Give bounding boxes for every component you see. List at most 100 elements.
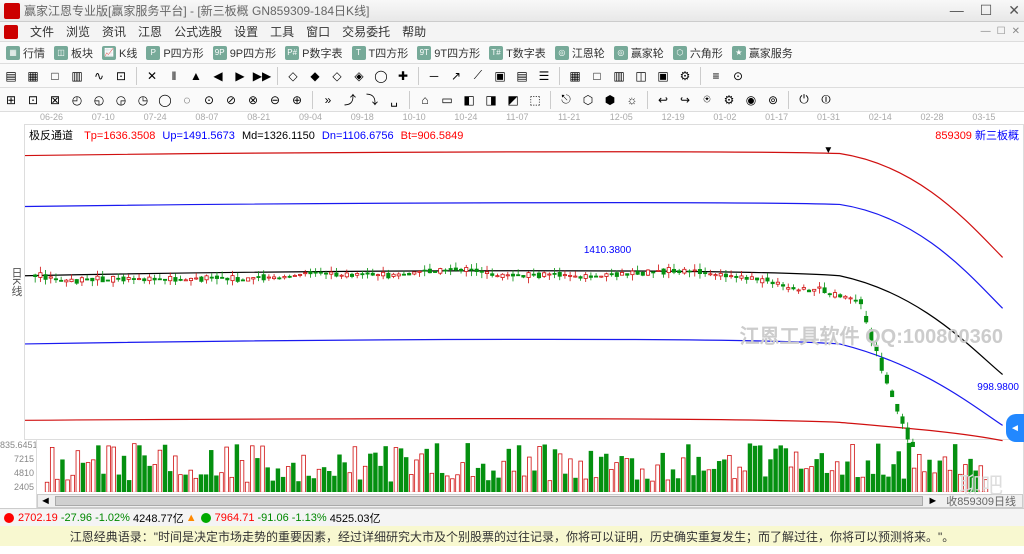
tb2-btn-23[interactable]: ◨ (482, 91, 500, 109)
tb1-btn-11[interactable]: ▶▶ (253, 67, 271, 85)
tab-8[interactable]: T#T数字表 (483, 45, 549, 61)
tb1-btn-9[interactable]: ◀ (209, 67, 227, 85)
tb2-btn-1[interactable]: ⊡ (24, 91, 42, 109)
tb2-btn-7[interactable]: ◯ (156, 91, 174, 109)
tab-10[interactable]: ◎赢家轮 (608, 45, 667, 61)
tab-9[interactable]: ◎江恩轮 (549, 45, 608, 61)
tb1-btn-19[interactable]: ↗ (447, 67, 465, 85)
menu-gann[interactable]: 江恩 (132, 23, 168, 40)
tb2-btn-30[interactable]: ☼ (623, 91, 641, 109)
tb1-btn-5[interactable]: ⊡ (112, 67, 130, 85)
tb1-btn-0[interactable]: ▤ (2, 67, 20, 85)
scroll-right-icon[interactable]: ► (925, 495, 940, 507)
scroll-thumb[interactable] (55, 496, 924, 506)
tb1-btn-25[interactable]: □ (588, 67, 606, 85)
minimize-button[interactable]: — (950, 2, 964, 19)
tb2-btn-29[interactable]: ⬢ (601, 91, 619, 109)
tb2-btn-9[interactable]: ⊙ (200, 91, 218, 109)
menu-help[interactable]: 帮助 (396, 23, 432, 40)
tb1-btn-8[interactable]: ▲ (187, 67, 205, 85)
scroll-left-icon[interactable]: ◄ (38, 495, 53, 507)
tb1-btn-21[interactable]: ▣ (491, 67, 509, 85)
tb1-btn-1[interactable]: ▦ (24, 67, 42, 85)
tb2-btn-2[interactable]: ⊠ (46, 91, 64, 109)
tb2-btn-35[interactable]: ⚙ (720, 91, 738, 109)
tb2-btn-25[interactable]: ⬚ (526, 91, 544, 109)
horizontal-scrollbar[interactable]: ◄ ► 收859309日线 (37, 494, 1023, 508)
tb2-btn-24[interactable]: ◩ (504, 91, 522, 109)
tb2-btn-5[interactable]: ◶ (112, 91, 130, 109)
chart-main[interactable]: 极反通道 Tp=1636.3508 Up=1491.5673 Md=1326.1… (24, 124, 1024, 440)
tb2-btn-0[interactable]: ⊞ (2, 91, 20, 109)
tab-11[interactable]: ⬡六角形 (667, 45, 726, 61)
tb2-btn-40[interactable]: ⏼ (817, 91, 835, 109)
tb1-btn-24[interactable]: ▦ (566, 67, 584, 85)
tb1-btn-7[interactable]: ‖ (165, 67, 183, 85)
side-expand-button[interactable]: ◄ (1006, 414, 1024, 442)
tb2-btn-28[interactable]: ⬡ (579, 91, 597, 109)
menu-trade[interactable]: 交易委托 (336, 23, 396, 40)
tb1-btn-3[interactable]: ▥ (68, 67, 86, 85)
tab-12[interactable]: ★赢家服务 (726, 45, 796, 61)
close-inner-icon[interactable]: ✕ (1012, 26, 1020, 37)
tb1-btn-15[interactable]: ◈ (350, 67, 368, 85)
tb2-btn-6[interactable]: ◷ (134, 91, 152, 109)
tb1-btn-6[interactable]: ✕ (143, 67, 161, 85)
tb1-btn-18[interactable]: ─ (425, 67, 443, 85)
tb1-btn-28[interactable]: ▣ (654, 67, 672, 85)
tab-0[interactable]: ▦行情 (0, 45, 48, 61)
tb2-btn-18[interactable]: ␣ (385, 91, 403, 109)
tab-2[interactable]: 📈K线 (96, 45, 140, 61)
tb2-btn-13[interactable]: ⊕ (288, 91, 306, 109)
tb1-btn-23[interactable]: ☰ (535, 67, 553, 85)
tb1-btn-29[interactable]: ⚙ (676, 67, 694, 85)
tb2-btn-11[interactable]: ⊗ (244, 91, 262, 109)
tb1-btn-10[interactable]: ▶ (231, 67, 249, 85)
menu-formula[interactable]: 公式选股 (168, 23, 228, 40)
tb1-btn-27[interactable]: ◫ (632, 67, 650, 85)
menu-file[interactable]: 文件 (24, 23, 60, 40)
tb1-btn-16[interactable]: ◯ (372, 67, 390, 85)
tb1-btn-26[interactable]: ▥ (610, 67, 628, 85)
tb1-btn-22[interactable]: ▤ (513, 67, 531, 85)
tb1-btn-30[interactable]: ≡ (707, 67, 725, 85)
menu-settings[interactable]: 设置 (228, 23, 264, 40)
tb1-btn-20[interactable]: ⟋ (469, 67, 487, 85)
tb1-btn-12[interactable]: ◇ (284, 67, 302, 85)
tab-4[interactable]: 9P9P四方形 (207, 45, 279, 61)
tb2-btn-4[interactable]: ◵ (90, 91, 108, 109)
maximize-button[interactable]: ☐ (980, 2, 993, 19)
min-inner-icon[interactable]: — (981, 26, 991, 37)
tb2-btn-3[interactable]: ◴ (68, 91, 86, 109)
tb2-btn-37[interactable]: ⊚ (764, 91, 782, 109)
menu-news[interactable]: 资讯 (96, 23, 132, 40)
tb1-btn-17[interactable]: ✚ (394, 67, 412, 85)
volume-main[interactable]: 聊吧 ◄ ► 收859309日线 (36, 440, 1024, 508)
tb2-btn-12[interactable]: ⊖ (266, 91, 284, 109)
close-button[interactable]: ✕ (1008, 2, 1020, 19)
tab-3[interactable]: PP四方形 (140, 45, 206, 61)
tb2-btn-17[interactable]: ⤵ (363, 91, 381, 109)
tb2-btn-22[interactable]: ◧ (460, 91, 478, 109)
tab-7[interactable]: 9T9T四方形 (411, 45, 483, 61)
tb1-btn-2[interactable]: □ (46, 67, 64, 85)
menu-window[interactable]: 窗口 (300, 23, 336, 40)
tb1-btn-4[interactable]: ∿ (90, 67, 108, 85)
tb1-btn-31[interactable]: ⊙ (729, 67, 747, 85)
tb2-btn-32[interactable]: ↩ (654, 91, 672, 109)
tb2-btn-21[interactable]: ▭ (438, 91, 456, 109)
max-inner-icon[interactable]: ☐ (997, 26, 1006, 37)
tab-5[interactable]: P#P数字表 (279, 45, 345, 61)
tb2-btn-39[interactable]: ⏻ (795, 91, 813, 109)
tb2-btn-34[interactable]: ⍟ (698, 91, 716, 109)
tb2-btn-33[interactable]: ↪ (676, 91, 694, 109)
menu-tools[interactable]: 工具 (264, 23, 300, 40)
tab-1[interactable]: ◫板块 (48, 45, 96, 61)
menu-browse[interactable]: 浏览 (60, 23, 96, 40)
tab-6[interactable]: TT四方形 (346, 45, 412, 61)
tb1-btn-14[interactable]: ◇ (328, 67, 346, 85)
tb2-btn-36[interactable]: ◉ (742, 91, 760, 109)
tb2-btn-20[interactable]: ⌂ (416, 91, 434, 109)
tb1-btn-13[interactable]: ◆ (306, 67, 324, 85)
tb2-btn-27[interactable]: ⎋ (557, 91, 575, 109)
